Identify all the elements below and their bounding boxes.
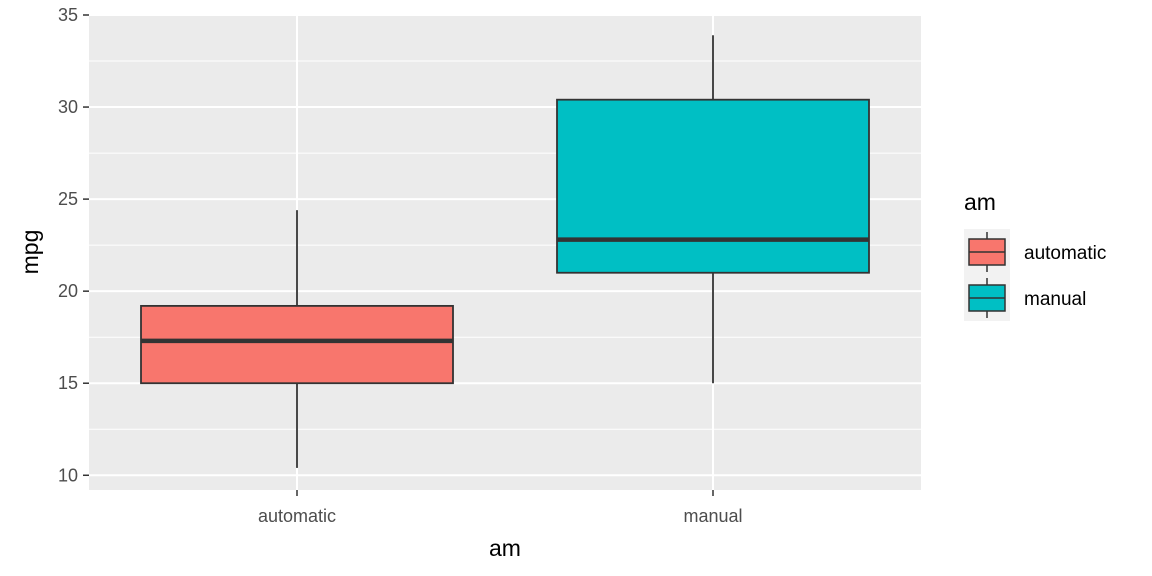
legend-title: am <box>964 189 996 215</box>
legend: am automatic manual <box>964 189 1106 321</box>
y-axis: 10 15 20 25 30 35 <box>58 5 89 485</box>
legend-label: manual <box>1024 289 1086 310</box>
x-axis-title: am <box>489 535 521 561</box>
box-body <box>556 98 870 274</box>
box-manual <box>556 35 870 384</box>
y-tick-label: 15 <box>58 373 78 393</box>
y-tick-label: 35 <box>58 5 78 25</box>
y-tick-label: 30 <box>58 97 78 117</box>
y-tick-label: 20 <box>58 281 78 301</box>
x-tick-label: manual <box>683 506 742 526</box>
box-automatic <box>140 210 454 468</box>
y-axis-title: mpg <box>17 230 43 275</box>
legend-label: automatic <box>1024 243 1106 264</box>
legend-keys: automatic manual <box>964 229 1106 321</box>
x-tick-label: automatic <box>258 506 336 526</box>
legend-key-automatic: automatic <box>964 229 1106 275</box>
box-body <box>140 304 454 385</box>
legend-key-manual: manual <box>964 275 1086 321</box>
boxes <box>140 35 870 468</box>
y-tick-label: 10 <box>58 465 78 485</box>
x-axis: automatic manual <box>258 490 743 526</box>
y-tick-label: 25 <box>58 189 78 209</box>
